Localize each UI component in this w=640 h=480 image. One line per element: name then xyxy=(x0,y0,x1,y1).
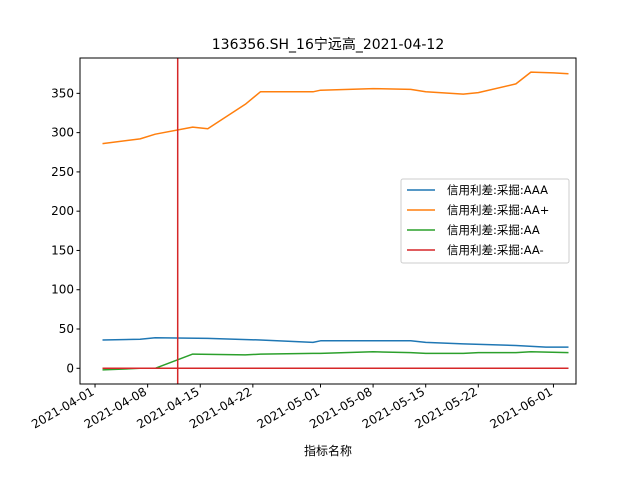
series-line-1 xyxy=(102,336,569,348)
y-tick-label: 200 xyxy=(51,204,74,218)
y-tick-label: 50 xyxy=(59,322,74,336)
legend-label: 信用利差:采掘:AAA xyxy=(447,183,548,197)
plot-area xyxy=(102,58,569,384)
y-tick-label: 150 xyxy=(51,243,74,257)
y-tick-label: 250 xyxy=(51,165,74,179)
y-axis: 0 50 100 150 200 250 300 350 xyxy=(51,86,80,375)
chart-title: 136356.SH_16宁远高_2021-04-12 xyxy=(212,36,444,53)
x-tick-label: 2021-06-01 xyxy=(488,384,555,431)
legend-box xyxy=(400,178,570,264)
y-tick-label: 300 xyxy=(51,126,74,140)
y-tick-label: 0 xyxy=(66,361,74,375)
legend: 信用利差:采掘:AAA 信用利差:采掘:AA+ 信用利差:采掘:AA 信用利差:采掘:… xyxy=(400,178,570,264)
x-axis: 2021-04-012021-04-082021-04-152021-04-22… xyxy=(29,384,555,431)
legend-label: 信用利差:采掘:AA+ xyxy=(447,203,549,217)
axes-frame xyxy=(79,57,577,385)
legend-label: 信用利差:采掘:AA xyxy=(447,223,540,237)
legend-label: 信用利差:采掘:AA- xyxy=(447,243,544,257)
y-tick-label: 100 xyxy=(51,283,74,297)
y-tick-label: 350 xyxy=(51,86,74,100)
x-axis-title: 指标名称 xyxy=(304,443,352,458)
series-line-3 xyxy=(102,351,569,371)
series-line-2 xyxy=(102,71,569,145)
